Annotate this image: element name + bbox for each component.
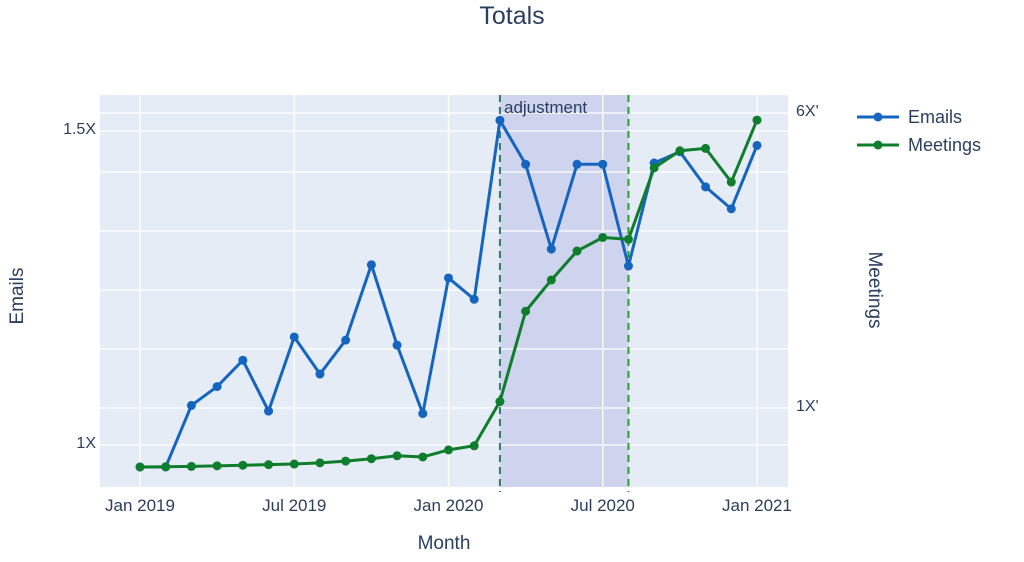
legend-item-emails[interactable]: Emails [856, 103, 981, 131]
emails-point[interactable] [469, 294, 479, 304]
meetings-point[interactable] [212, 461, 222, 471]
meetings-point[interactable] [186, 461, 196, 471]
emails-point[interactable] [623, 261, 633, 271]
chart-title: Totals [479, 2, 545, 30]
emails-point[interactable] [726, 204, 736, 214]
meetings-point[interactable] [675, 146, 685, 156]
meetings-point[interactable] [495, 397, 505, 407]
emails-point[interactable] [598, 159, 608, 169]
emails-point[interactable] [289, 332, 299, 342]
meetings-point[interactable] [572, 246, 582, 256]
emails-point[interactable] [366, 260, 376, 270]
meetings-point[interactable] [289, 459, 299, 469]
meetings-point[interactable] [521, 306, 531, 316]
y-axis-title-emails: Emails [7, 267, 28, 325]
emails-point[interactable] [392, 340, 402, 350]
legend-label-meetings: Meetings [908, 134, 982, 155]
meetings-point[interactable] [444, 445, 453, 455]
emails-legend-swatch [857, 112, 899, 122]
emails-point[interactable] [315, 369, 325, 379]
emails-point[interactable] [418, 409, 428, 419]
meetings-point[interactable] [623, 234, 633, 244]
meetings-legend-swatch [857, 140, 899, 150]
meetings-point[interactable] [341, 456, 351, 466]
meetings-point[interactable] [264, 460, 274, 470]
meetings-point[interactable] [649, 163, 659, 173]
adjustment-annotation: adjustment [504, 98, 588, 117]
x-axis-title: Month [417, 533, 471, 554]
emails-point[interactable] [701, 182, 711, 192]
legend-label-emails: Emails [908, 106, 963, 127]
emails-point[interactable] [495, 115, 505, 125]
meetings-point[interactable] [366, 454, 376, 464]
meetings-point[interactable] [546, 275, 556, 285]
y-axis-title-meetings: Meetings [864, 251, 885, 329]
meetings-point[interactable] [469, 441, 479, 451]
shaded-region-adjustment [499, 95, 629, 487]
emails-point[interactable] [212, 382, 222, 392]
meetings-point[interactable] [598, 232, 608, 242]
emails-point[interactable] [238, 355, 248, 365]
emails-point[interactable] [521, 159, 531, 169]
emails-point[interactable] [444, 273, 453, 283]
legend: Emails Meetings [856, 103, 981, 159]
meetings-point[interactable] [701, 143, 711, 153]
emails-point[interactable] [546, 244, 556, 254]
meetings-point[interactable] [752, 115, 762, 125]
plot-background [100, 95, 788, 487]
meetings-point[interactable] [238, 460, 248, 470]
meetings-point[interactable] [135, 462, 145, 472]
emails-point[interactable] [341, 335, 351, 345]
meetings-point[interactable] [315, 458, 325, 468]
meetings-point[interactable] [418, 452, 428, 462]
meetings-point[interactable] [726, 177, 736, 187]
legend-item-meetings[interactable]: Meetings [856, 131, 981, 159]
emails-point[interactable] [264, 406, 274, 416]
emails-point[interactable] [752, 140, 762, 150]
meetings-point[interactable] [392, 451, 402, 461]
emails-point[interactable] [572, 159, 582, 169]
emails-point[interactable] [186, 400, 196, 410]
meetings-point[interactable] [161, 462, 171, 472]
